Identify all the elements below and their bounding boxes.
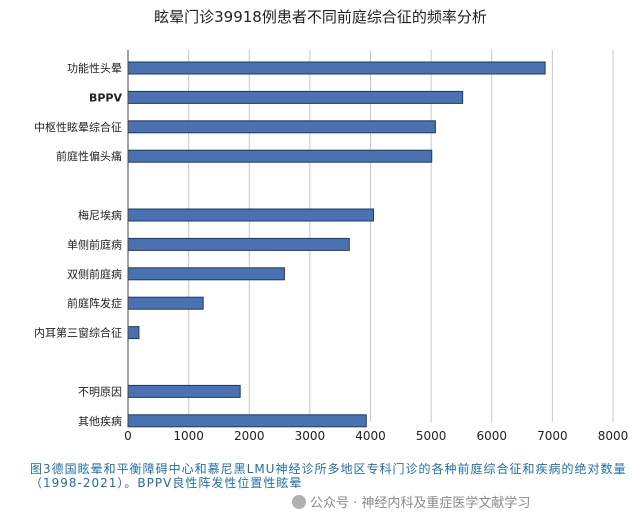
category-label-8: 前庭阵发症 [67,296,122,310]
x-tick-label-3: 3000 [295,429,326,443]
category-label-1: BPPV [89,91,123,104]
x-tick-label-2: 2000 [234,429,265,443]
category-labels: 功能性头晕 BPPV 中枢性眩晕综合征前庭性偏头痛梅尼埃病单侧前庭病双侧前庭病前庭阵… [34,61,122,428]
x-tick-label-1: 1000 [173,429,204,443]
x-tick-label-6: 6000 [476,429,507,443]
watermark-text: 公众号 · 神经内科及重症医学文献学习 [310,496,531,511]
x-tick-label-0: 0 [124,429,132,443]
bar-1 [127,90,464,104]
x-tick-label-4: 4000 [355,429,386,443]
category-label-2: 中枢性眩晕综合征 [34,120,122,134]
bar-9 [127,326,140,340]
bar-11 [127,384,241,398]
x-tick-label-7: 7000 [537,429,568,443]
watermark: 公众号 · 神经内科及重症医学文献学习 [292,492,530,511]
x-tick-label-5: 5000 [416,429,447,443]
category-label-0: 功能性头晕 [67,61,122,75]
x-axis: 0 1000 2000 3000 4000 5000 6000 7000 8000 [124,50,628,443]
bar-5 [127,208,375,222]
bar-8 [127,296,204,310]
bars [127,61,546,428]
gridlines [188,50,614,422]
chart-title: 眩晕门诊39918例患者不同前庭综合征的频率分析 [154,8,487,26]
bar-3 [127,149,433,163]
category-label-12: 其他疾病 [78,414,122,428]
bar-2 [127,120,436,134]
category-label-6: 单侧前庭病 [67,237,122,251]
bar-7 [127,267,285,281]
category-label-3: 前庭性偏头痛 [56,149,122,163]
category-label-7: 双侧前庭病 [67,267,122,281]
bar-12 [127,414,367,428]
category-label-11: 不明原因 [78,385,122,398]
wechat-icon [292,495,306,509]
bar-0 [127,61,546,75]
category-label-5: 梅尼埃病 [78,208,122,222]
category-label-9: 内耳第三窗综合征 [34,326,122,340]
bar-6 [127,237,350,251]
figure-caption: 图3德国眩晕和平衡障碍中心和慕尼黑LMU神经诊所多地区专科门诊的各种前庭综合征和… [30,462,627,490]
x-tick-label-8: 8000 [598,429,629,443]
